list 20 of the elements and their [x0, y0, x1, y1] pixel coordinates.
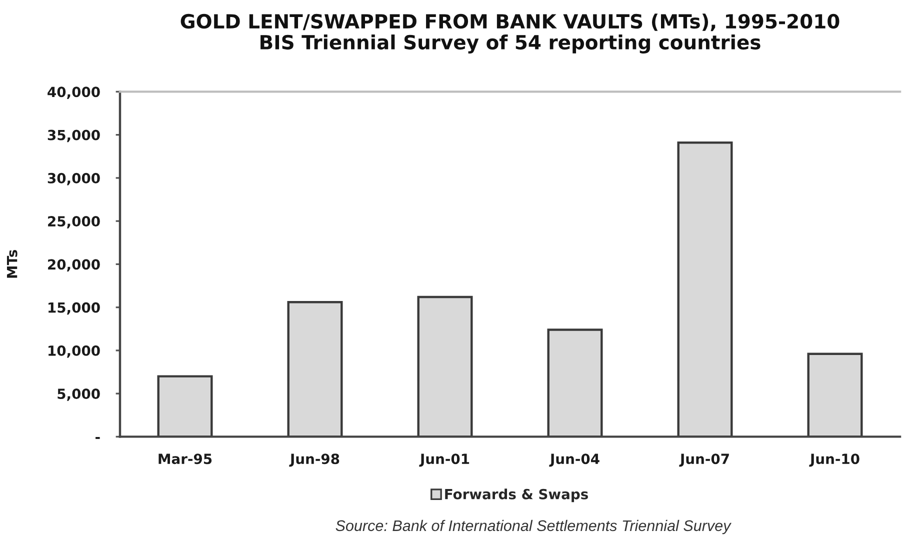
x-tick-label: Jun-07: [679, 454, 729, 467]
y-axis-title: MTs: [6, 250, 18, 278]
y-tick-label: 35,000: [48, 130, 100, 142]
y-tick-label: 20,000: [48, 259, 100, 272]
x-tick-label: Jun-10: [809, 454, 860, 467]
y-tick-label: 5,000: [58, 388, 100, 401]
x-tick-label: Jun-04: [549, 454, 600, 467]
y-tick-label: 40,000: [48, 86, 100, 99]
y-tick-label: 30,000: [48, 172, 100, 186]
x-tick-label: Mar-95: [158, 454, 212, 464]
y-tick-label: 15,000: [48, 302, 100, 315]
y-tick-label: 10,000: [48, 345, 100, 358]
x-tick-label: Jun-98: [289, 454, 340, 467]
source-note: Source: Bank of International Settlements Triennial Survey: [336, 520, 732, 534]
legend-label: Forwards & Swaps: [445, 488, 588, 502]
y-tick-label: -: [96, 436, 100, 439]
y-tick-label: 25,000: [48, 216, 100, 228]
x-tick-label: Jun-01: [419, 454, 470, 467]
chart-subtitle: BIS Triennial Survey of 54 reporting countries: [260, 34, 760, 54]
chart-title: GOLD LENT/SWAPPED FROM BANK VAULTS (MTs), 1995-2010: [180, 14, 840, 32]
